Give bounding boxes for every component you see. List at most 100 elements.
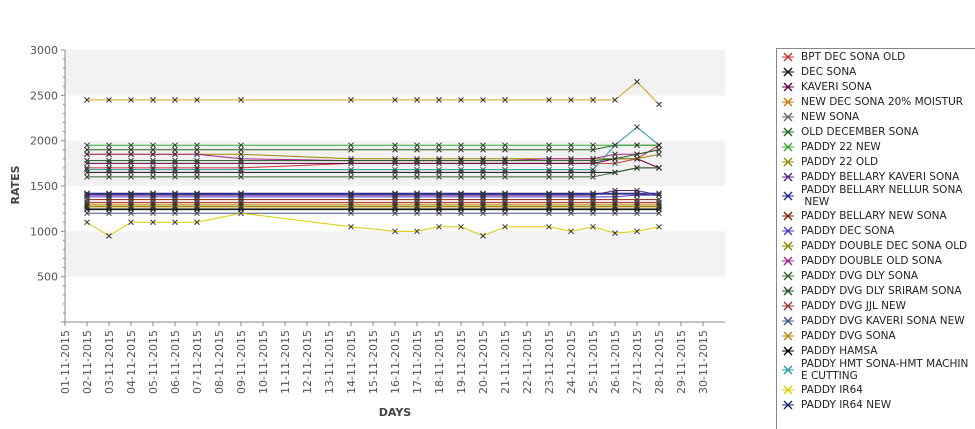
data-point: [128, 146, 134, 153]
data-point: [480, 146, 486, 153]
data-point: [458, 223, 464, 230]
legend-marker-icon: [781, 239, 795, 253]
data-point: [128, 166, 134, 173]
x-tick-label: 28-11-2015: [653, 330, 666, 394]
data-point: [634, 142, 640, 149]
data-point: [106, 199, 112, 206]
data-point: [348, 146, 354, 153]
data-point: [436, 166, 442, 173]
x-tick-label: 02-11-2015: [81, 330, 94, 394]
data-point: [414, 166, 420, 173]
data-point: [458, 142, 464, 149]
data-point: [612, 199, 618, 206]
data-point: [106, 233, 112, 239]
data-point: [458, 174, 464, 180]
data-point: [84, 219, 90, 226]
data-point: [634, 165, 640, 171]
legend-item: PADDY DVG KAVERI SONA NEW: [777, 313, 975, 328]
data-point: [238, 142, 244, 149]
data-point: [84, 191, 90, 198]
data-point: [172, 146, 178, 153]
legend-marker-icon: [781, 95, 795, 109]
data-point: [458, 199, 464, 206]
x-tick-label: 12-11-2015: [301, 330, 314, 394]
legend-marker-icon: [781, 329, 795, 343]
data-point: [84, 157, 90, 164]
legend-marker-icon: [781, 398, 795, 412]
x-tick-label: 14-11-2015: [345, 330, 358, 394]
data-point: [634, 124, 640, 130]
data-point: [194, 191, 200, 198]
data-point: [546, 191, 552, 198]
data-point: [392, 228, 398, 235]
data-point: [502, 199, 508, 206]
legend-marker-icon: [781, 284, 795, 298]
data-point: [84, 97, 90, 103]
x-tick-label: 13-11-2015: [323, 330, 336, 394]
y-tick-label: 2000: [30, 135, 58, 148]
series-line: [87, 158, 660, 169]
x-tick-label: 01-11-2015: [59, 330, 72, 394]
data-point: [106, 191, 112, 198]
grid-band: [65, 231, 725, 277]
x-tick-label: 17-11-2015: [411, 330, 424, 394]
data-point: [150, 174, 156, 180]
legend-item: PADDY 22 OLD: [777, 154, 975, 169]
data-point: [84, 174, 90, 180]
legend-label: PADDY DVG KAVERI SONA NEW: [801, 314, 965, 327]
data-point: [348, 97, 354, 103]
data-point: [612, 191, 618, 198]
data-point: [502, 166, 508, 173]
data-point: [568, 166, 574, 173]
data-point: [480, 166, 486, 173]
data-point: [172, 206, 178, 213]
data-point: [84, 151, 90, 158]
data-point: [502, 174, 508, 180]
axes: [61, 49, 725, 326]
data-point: [392, 142, 398, 149]
data-point: [392, 157, 398, 164]
legend-marker-icon: [781, 314, 795, 328]
legend-item: PADDY DOUBLE OLD SONA: [777, 253, 975, 268]
data-point: [392, 146, 398, 153]
data-point: [238, 166, 244, 173]
series-layer: [84, 78, 662, 239]
legend-label: PADDY BELLARY KAVERI SONA: [801, 170, 960, 183]
data-point: [150, 191, 156, 198]
legend-item: PADDY DVG JJL NEW: [777, 298, 975, 313]
data-point: [172, 166, 178, 173]
data-point: [238, 199, 244, 206]
data-point: [106, 151, 112, 158]
data-point: [348, 157, 354, 164]
data-point: [458, 157, 464, 164]
legend-item: PADDY BELLARY NELLUR SONA NEW: [777, 184, 975, 208]
data-point: [546, 157, 552, 164]
legend-label: PADDY DVG DLY SRIRAM SONA: [801, 284, 962, 297]
data-point: [238, 191, 244, 198]
data-point: [194, 151, 200, 158]
legend-item: DEC SONA: [777, 64, 975, 79]
data-point: [172, 151, 178, 158]
data-point: [480, 191, 486, 198]
data-point: [546, 97, 552, 103]
data-point: [392, 166, 398, 173]
legend-item: PADDY BELLARY KAVERI SONA: [777, 169, 975, 184]
data-point: [546, 166, 552, 173]
data-point: [348, 166, 354, 173]
legend-label: OLD DECEMBER SONA: [801, 125, 919, 138]
legend-item: PADDY IR64 NEW: [777, 397, 975, 412]
data-point: [84, 206, 90, 213]
legend-marker-icon: [781, 50, 795, 64]
legend-item: PADDY BELLARY NEW SONA: [777, 208, 975, 223]
data-point: [656, 101, 662, 108]
series: [84, 146, 662, 164]
legend-marker-icon: [781, 254, 795, 268]
x-tick-label: 21-11-2015: [499, 330, 512, 394]
data-point: [414, 146, 420, 153]
data-point: [480, 233, 486, 239]
legend-label: PADDY BELLARY NEW SONA: [801, 209, 947, 222]
data-point: [612, 97, 618, 103]
legend-label: DEC SONA: [801, 65, 857, 78]
legend-marker-icon: [781, 209, 795, 223]
data-point: [194, 206, 200, 213]
